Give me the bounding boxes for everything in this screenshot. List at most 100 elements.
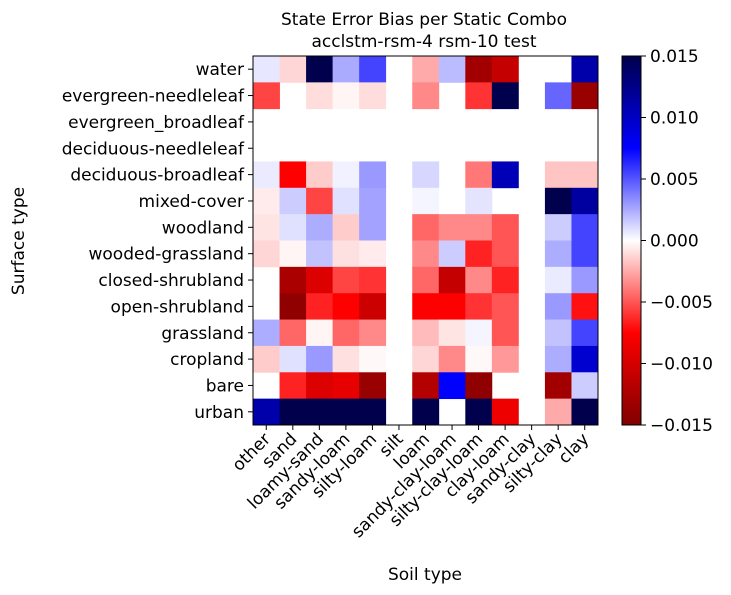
colorbar-tick-label: −0.010: [650, 355, 713, 375]
heatmap-cell: [279, 56, 307, 83]
heatmap-cell: [465, 345, 493, 373]
y-tick-label: grassland: [161, 324, 244, 344]
heatmap-cell: [279, 266, 307, 294]
heatmap-cell: [491, 319, 519, 347]
heatmap-cell: [544, 187, 572, 215]
heatmap-cell: [465, 266, 493, 294]
heatmap-cell: [253, 240, 280, 268]
heatmap-cell: [332, 293, 360, 320]
heatmap-cell: [306, 161, 334, 189]
chart-title: State Error Bias per Static Combo: [281, 10, 567, 30]
heatmap-cell: [412, 372, 440, 400]
heatmap-cell: [359, 187, 387, 215]
heatmap-cell: [438, 372, 466, 400]
heatmap-cell: [491, 56, 519, 83]
y-tick-label: deciduous-broadleaf: [70, 166, 245, 186]
heatmap-cell: [571, 161, 599, 189]
heatmap-cell: [253, 161, 280, 189]
heatmap-cell: [412, 398, 440, 426]
colorbar-tick-label: −0.015: [650, 416, 713, 436]
y-tick-label: wooded-grassland: [89, 245, 245, 265]
heatmap-cell: [332, 266, 360, 294]
heatmap-cell: [465, 187, 493, 215]
heatmap-cell: [571, 266, 599, 294]
heatmap-cell: [465, 56, 493, 83]
heatmap-cell: [491, 266, 519, 294]
heatmap-cell: [359, 372, 387, 400]
heatmap-cell: [306, 345, 334, 373]
heatmap-cell: [465, 82, 493, 110]
x-tick-label: clay: [555, 429, 594, 468]
y-tick-label: water: [196, 60, 244, 80]
heatmap-cell: [412, 214, 440, 241]
colorbar-tick-label: 0.005: [650, 170, 699, 190]
heatmap-cell: [571, 372, 599, 400]
heatmap-cell: [306, 319, 334, 347]
y-tick-label: evergreen_broadleaf: [68, 113, 245, 133]
y-tick-labels: water evergreen-needleleaf evergreen_broad…: [62, 60, 253, 423]
heatmap-cell: [571, 214, 599, 241]
heatmap-cell: [253, 319, 280, 347]
x-axis-label: Soil type: [388, 565, 462, 585]
heatmap-cell: [571, 82, 599, 110]
colorbar-tick-label: −0.005: [650, 293, 713, 313]
heatmap-cell: [412, 82, 440, 110]
heatmap-cell: [253, 187, 280, 215]
heatmap-cell: [306, 187, 334, 215]
heatmap-cell: [332, 56, 360, 83]
heatmap-cell: [279, 398, 307, 426]
heatmap-cell: [438, 345, 466, 373]
heatmap-cell: [253, 214, 280, 241]
heatmap-cell: [306, 82, 334, 110]
colorbar-tick-label: 0.015: [650, 47, 699, 67]
colorbar-tick-label: 0.000: [650, 232, 699, 252]
heatmap-cell: [359, 240, 387, 268]
heatmap-cells: [253, 56, 599, 426]
heatmap-cell: [465, 372, 493, 400]
heatmap-cell: [465, 319, 493, 347]
heatmap-cell: [279, 240, 307, 268]
heatmap-cell: [332, 161, 360, 189]
heatmap-cell: [412, 56, 440, 83]
heatmap-cell: [491, 161, 519, 189]
heatmap-cell: [306, 293, 334, 320]
heatmap-cell: [544, 266, 572, 294]
y-tick-label: woodland: [162, 218, 244, 238]
heatmap-cell: [279, 293, 307, 320]
heatmap-cell: [571, 345, 599, 373]
heatmap-cell: [332, 240, 360, 268]
heatmap-cell: [465, 161, 493, 189]
heatmap-cell: [571, 56, 599, 83]
heatmap-cell: [332, 398, 360, 426]
heatmap-cell: [279, 214, 307, 241]
x-tick-labels: othersandloamy-sandsandy-loamsilty-loams…: [229, 425, 594, 542]
heatmap-cell: [412, 161, 440, 189]
heatmap-cell: [332, 345, 360, 373]
heatmap-cell: [491, 82, 519, 110]
heatmap-cell: [332, 319, 360, 347]
heatmap-cell: [359, 345, 387, 373]
colorbar-ticks: 0.015 0.010 0.005 0.000 −0.005 −0.010 −0.015: [641, 47, 713, 436]
heatmap-cell: [253, 345, 280, 373]
heatmap-cell: [332, 187, 360, 215]
heatmap-cell: [544, 82, 572, 110]
y-tick-label: evergreen-needleleaf: [62, 87, 245, 107]
heatmap-cell: [306, 372, 334, 400]
heatmap-cell: [412, 293, 440, 320]
heatmap-cell: [438, 214, 466, 241]
heatmap-cell: [306, 398, 334, 426]
heatmap-cell: [359, 266, 387, 294]
heatmap-cell: [465, 240, 493, 268]
heatmap-cell: [491, 345, 519, 373]
heatmap-cell: [253, 82, 280, 110]
heatmap-cell: [253, 398, 280, 426]
heatmap-cell: [465, 293, 493, 320]
y-tick-label: bare: [206, 376, 244, 396]
heatmap-cell: [571, 187, 599, 215]
heatmap-cell: [544, 214, 572, 241]
heatmap-cell: [491, 240, 519, 268]
heatmap-cell: [544, 293, 572, 320]
colorbar: [621, 55, 642, 426]
heatmap-cell: [359, 56, 387, 83]
heatmap-cell: [438, 266, 466, 294]
